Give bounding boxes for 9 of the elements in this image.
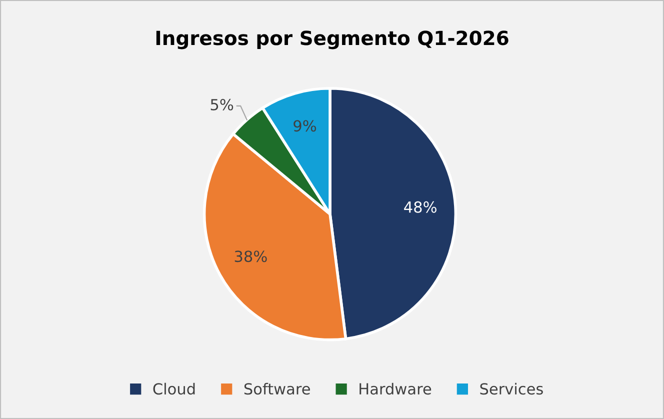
legend-label: Services: [480, 382, 543, 395]
data-label: 5%: [210, 98, 234, 110]
chart-title: Ingresos por Segmento Q1-2026: [156, 30, 508, 50]
legend-label: Software: [244, 382, 310, 395]
legend-label: Hardware: [360, 382, 432, 395]
data-label: 9%: [294, 120, 316, 132]
data-label: 48%: [404, 201, 436, 213]
legend-label: Cloud: [153, 382, 195, 395]
data-label: 38%: [234, 250, 267, 262]
